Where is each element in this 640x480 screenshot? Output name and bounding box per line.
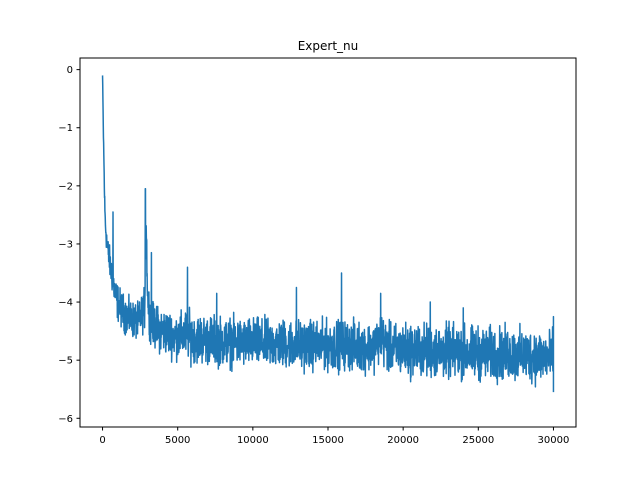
y-tick-label: −1: [58, 123, 73, 134]
x-tick-label: 0: [99, 435, 105, 446]
series-layer: [101, 75, 555, 393]
y-tick-label: −5: [58, 356, 73, 367]
x-tick-label: 25000: [462, 435, 494, 446]
y-tick-label: −4: [58, 298, 73, 309]
x-tick-label: 5000: [165, 435, 190, 446]
series-line: [101, 75, 555, 393]
x-tick-label: 15000: [312, 435, 344, 446]
y-tick-label: 0: [67, 65, 73, 76]
y-tick-label: −6: [58, 414, 73, 425]
plot-area: [79, 57, 577, 428]
x-tick-label: 20000: [387, 435, 419, 446]
x-tick-label: 30000: [538, 435, 570, 446]
x-tick-label: 10000: [237, 435, 269, 446]
y-axis: 0 −1 −2 −3 −4 −5 −6: [58, 65, 80, 425]
chart-title: Expert_nu: [298, 39, 359, 53]
x-axis: 0 5000 10000 15000 20000 25000 30000: [99, 427, 569, 446]
y-tick-label: −3: [58, 239, 73, 250]
y-tick-label: −2: [58, 181, 73, 192]
